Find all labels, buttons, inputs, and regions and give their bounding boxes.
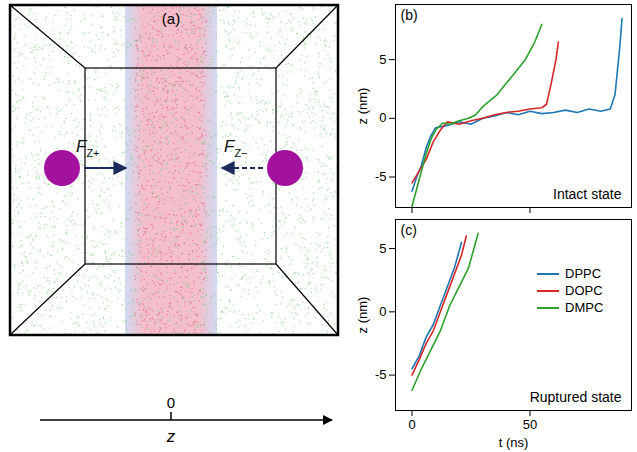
- html-text:DOPC: DOPC: [565, 283, 603, 298]
- svg-text:FZ+: FZ+: [76, 137, 100, 159]
- svg-text:(c): (c): [401, 222, 417, 238]
- html-text:DPPC: DPPC: [565, 266, 602, 281]
- svg-text:(a): (a): [162, 10, 180, 27]
- svg-text:(b): (b): [401, 7, 418, 23]
- svg-text:FZ−: FZ−: [224, 137, 248, 159]
- svg-text:0: 0: [408, 417, 415, 432]
- svg-text:z (nm): z (nm): [355, 297, 370, 334]
- svg-text:-5: -5: [375, 169, 387, 184]
- svg-text:0: 0: [379, 110, 386, 125]
- svg-text:Intact state: Intact state: [553, 186, 622, 202]
- svg-text:50: 50: [523, 417, 537, 432]
- svg-text:0: 0: [379, 304, 386, 319]
- svg-text:0: 0: [167, 394, 175, 411]
- svg-text:Ruptured state: Ruptured state: [530, 389, 622, 405]
- svg-text:5: 5: [379, 52, 386, 67]
- svg-text:-5: -5: [375, 367, 387, 382]
- svg-text:t (ns): t (ns): [499, 435, 529, 450]
- html-text:DMPC: DMPC: [565, 300, 604, 315]
- svg-text:z: z: [166, 427, 176, 446]
- svg-text:z (nm): z (nm): [355, 88, 370, 125]
- svg-text:5: 5: [379, 241, 386, 256]
